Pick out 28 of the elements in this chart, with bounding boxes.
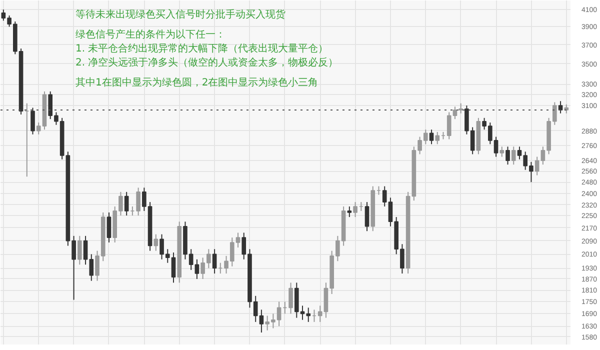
annotation: 1. 未平仓合约出现异常的大幅下降（代表出现大量平仓） <box>76 42 328 54</box>
annotation: 其中1在图中显示为绿色圆，2在图中显示为绿色小三角 <box>76 76 318 88</box>
candlestick <box>500 146 504 158</box>
candlestick <box>288 282 293 314</box>
candlestick <box>154 234 158 252</box>
candlestick <box>136 187 140 216</box>
candlestick <box>106 212 112 243</box>
candlestick <box>511 146 516 166</box>
candlestick <box>347 206 352 218</box>
annotation: 绿色信号产生的条件为以下任一： <box>76 28 226 40</box>
candlestick <box>429 129 434 145</box>
candlestick <box>534 156 540 176</box>
candlestick <box>435 131 440 145</box>
candlestick <box>364 202 370 232</box>
candlestick <box>506 146 510 166</box>
annotation: 等待未来出现绿色买入信号时分批手动买入现货 <box>76 8 286 20</box>
candlestick <box>30 107 35 135</box>
candlestick <box>78 235 82 266</box>
candlestick <box>124 191 129 216</box>
candlestick <box>212 248 217 274</box>
candlestick <box>458 102 463 114</box>
candlestick <box>423 129 428 145</box>
candlestick <box>194 258 200 280</box>
annotation: 2. 净空头远强于净多头（做空的人或资金太多，物极必反） <box>76 56 338 68</box>
candlestick <box>294 282 299 318</box>
candlestick <box>276 301 282 327</box>
candlestick <box>558 100 563 114</box>
candlestick <box>353 202 358 218</box>
